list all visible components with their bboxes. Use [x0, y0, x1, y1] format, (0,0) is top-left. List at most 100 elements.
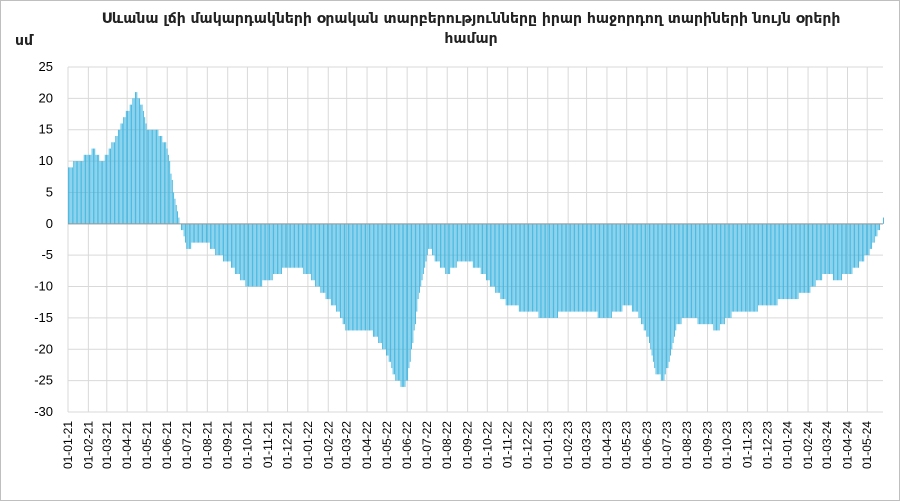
bar	[274, 223, 276, 274]
bar	[748, 223, 750, 312]
bar	[446, 223, 448, 274]
bar	[283, 223, 285, 268]
bar	[480, 223, 482, 274]
bar	[813, 223, 815, 287]
bar	[225, 223, 227, 262]
bar	[202, 223, 203, 243]
bar	[597, 223, 599, 318]
bar	[362, 223, 364, 331]
bar	[384, 223, 386, 350]
bar	[596, 223, 598, 312]
bar	[208, 223, 210, 243]
x-tick-label: 01-02-24	[801, 421, 815, 469]
bar	[117, 129, 119, 224]
bar	[145, 123, 147, 224]
bar	[95, 154, 97, 224]
x-tick-label: 01-05-22	[380, 421, 394, 469]
bar	[138, 98, 140, 224]
bar	[86, 154, 88, 224]
bar	[103, 161, 105, 224]
bar	[664, 223, 666, 375]
bar	[418, 223, 420, 293]
bar	[742, 223, 744, 312]
x-tick-label: 01-10-21	[240, 421, 254, 469]
bar	[299, 223, 301, 268]
bar	[404, 223, 406, 387]
bar	[755, 223, 757, 312]
bar	[671, 223, 673, 350]
bar	[735, 223, 737, 312]
bar	[825, 223, 827, 274]
bar	[355, 223, 357, 331]
bar	[875, 223, 877, 237]
bar	[659, 223, 661, 375]
bar	[831, 223, 833, 274]
bar	[860, 223, 862, 262]
bar	[706, 223, 708, 325]
bar	[351, 223, 353, 331]
bar	[501, 223, 503, 300]
bar	[726, 223, 728, 318]
x-tick-label: 01-03-22	[340, 421, 354, 469]
bar	[161, 136, 163, 224]
bar	[764, 223, 766, 306]
bar	[69, 167, 71, 224]
bar	[191, 223, 193, 243]
bar	[400, 223, 402, 387]
bar	[341, 223, 343, 318]
bar	[784, 223, 786, 300]
bar	[119, 129, 121, 224]
bar	[720, 223, 721, 325]
bar	[637, 223, 639, 312]
bar	[842, 223, 844, 274]
bar	[163, 142, 165, 224]
bar	[470, 223, 472, 262]
bar	[747, 223, 749, 312]
bar	[554, 223, 556, 318]
bar	[787, 223, 788, 300]
bar	[714, 223, 716, 331]
y-tick-label: 25	[39, 59, 53, 74]
bar	[503, 223, 504, 300]
bar	[430, 223, 432, 249]
bar	[673, 223, 675, 337]
bar	[461, 223, 462, 262]
bar	[292, 223, 294, 268]
bar	[656, 223, 658, 375]
bar	[693, 223, 695, 318]
bar	[567, 223, 569, 312]
bar	[478, 223, 480, 268]
bar	[844, 223, 846, 274]
bar	[618, 223, 620, 312]
chart-title: Սևանա լճի մակարդակների օրական տարբերությ…	[101, 11, 841, 47]
bar	[383, 223, 385, 350]
bar	[432, 223, 434, 256]
bar	[533, 223, 535, 312]
bar	[589, 223, 591, 312]
bar	[212, 223, 214, 249]
bar	[801, 223, 803, 293]
bar	[504, 223, 506, 300]
bar	[328, 223, 330, 300]
bar	[203, 223, 205, 243]
bar	[689, 223, 691, 318]
bar	[781, 223, 783, 300]
bar	[445, 223, 447, 274]
bar	[277, 223, 278, 274]
bar	[797, 223, 799, 300]
bar	[580, 223, 582, 312]
bar	[124, 117, 126, 224]
bar	[347, 223, 349, 331]
x-tick-label: 01-03-24	[820, 421, 834, 469]
bar	[441, 223, 443, 268]
bar	[529, 223, 531, 312]
x-tick-label: 01-01-23	[541, 421, 555, 469]
bar	[380, 223, 382, 343]
bar	[463, 223, 465, 262]
y-tick-label: -25	[34, 373, 53, 388]
bar	[608, 223, 610, 318]
bar	[655, 223, 657, 375]
bar	[879, 223, 880, 231]
bar	[458, 223, 460, 262]
bar	[568, 223, 570, 312]
